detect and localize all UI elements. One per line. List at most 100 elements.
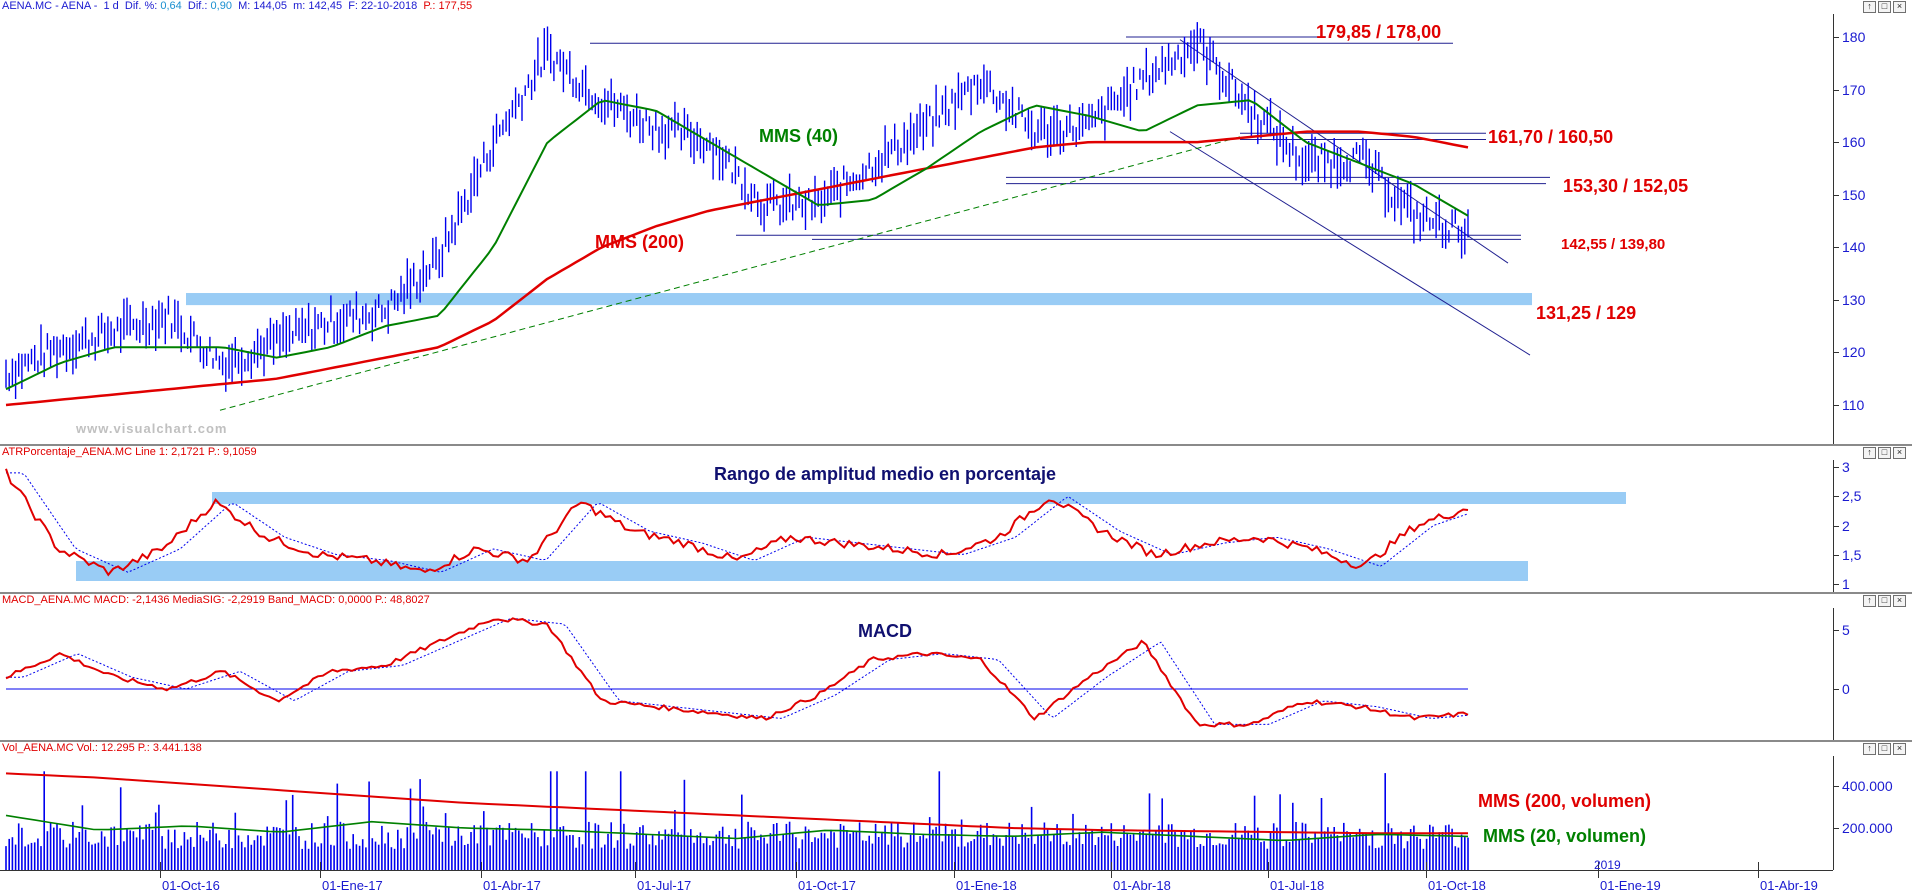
resistance-label-2: 161,70 / 160,50 [1488,127,1614,147]
tick-mark [1833,194,1839,196]
tick-mark [1833,828,1839,829]
atr-tick-label: 1,5 [1842,546,1862,563]
panel-separator[interactable] [0,444,1912,446]
tick-mark [1833,352,1839,354]
price-y-axis [1833,14,1834,444]
support-label-1: 142,55 / 139,80 [1561,236,1666,253]
x-tick-label: 01-Oct-17 [798,878,856,893]
volume-tick-label: 200.000 [1842,820,1893,836]
x-tick-label: 01-Abr-18 [1113,878,1171,893]
support-zone [186,293,1532,306]
tick-mark [1833,786,1839,787]
vol-ma200-line [5,772,1468,835]
atr-header: ATRPorcentaje_AENA.MC Line 1: 2,1721 P.:… [2,446,257,458]
close-icon[interactable]: × [1893,1,1906,13]
x-axis [0,870,1833,871]
x-tick-label: 01-Oct-16 [162,878,220,893]
price-tick-label: 180 [1842,29,1866,45]
x-tick-label: 01-Jul-18 [1270,878,1325,893]
atr-tick-label: 2 [1842,517,1850,534]
x-tick-label: 01-Jul-17 [637,878,692,893]
price-tick-label: 120 [1842,344,1866,361]
x-tick-label: 01-Ene-17 [322,878,383,893]
price-window-buttons: ↑ □ × [1863,1,1906,13]
maximize-icon[interactable]: □ [1878,1,1891,13]
x-tick-mark [1426,862,1427,878]
price-tick-label: 150 [1842,186,1866,203]
atr-zone-upper [212,492,1626,504]
tick-mark [1833,37,1839,38]
tick-mark [1833,630,1839,631]
x-tick-mark [320,862,321,878]
trend-line [219,136,1241,411]
macd-tick-label: 0 [1842,681,1850,697]
x-tick-mark [796,862,797,878]
close-icon[interactable]: × [1893,595,1906,607]
vol-ma20-line [5,814,1469,842]
macd-tick-label: 5 [1842,622,1850,638]
restore-icon[interactable]: ↑ [1863,1,1876,13]
tick-mark [1833,467,1839,468]
x-tick-mark [635,862,636,878]
macd-window-buttons: ↑ □ × [1863,595,1906,607]
tick-mark [1833,89,1839,91]
x-tick-mark [954,862,955,878]
close-icon[interactable]: × [1893,743,1906,755]
x-tick-label: 01-Ene-18 [956,878,1017,893]
panel-separator[interactable] [0,740,1912,742]
restore-icon[interactable]: ↑ [1863,743,1876,755]
x-tick-label: 01-Abr-19 [1760,878,1818,893]
resistance-label-1: 179,85 / 178,00 [1316,22,1442,42]
tick-mark [1833,689,1839,690]
support-label-2: 131,25 / 129 [1536,303,1637,323]
atr-title: Rango de amplitud medio en porcentaje [714,464,1057,484]
x-tick-mark [481,862,482,878]
macd-title: MACD [858,621,912,641]
tick-mark [1833,405,1839,406]
atr-tick-label: 2,5 [1842,488,1862,505]
tick-mark [1833,554,1839,556]
x-tick-label: 01-Ene-19 [1600,878,1661,893]
maximize-icon[interactable]: □ [1878,447,1891,459]
x-tick-mark [1268,862,1269,878]
close-icon[interactable]: × [1893,447,1906,459]
ma40-line [5,99,1469,391]
x-tick-mark [160,862,161,878]
vol200-label: MMS (200, volumen) [1478,791,1652,811]
atr-signal-line [6,472,1469,573]
macd-panel: MACD_AENA.MC MACD: -2,1436 MediaSIG: -2,… [0,594,1912,740]
tick-mark [1833,525,1839,527]
restore-icon[interactable]: ↑ [1863,447,1876,459]
resistance-label-3: 153,30 / 152,05 [1563,176,1689,196]
atr-zone-lower [76,561,1528,581]
volume-header: Vol_AENA.MC Vol.: 12.295 P.: 3.441.138 [2,742,202,754]
tick-mark [1833,496,1839,498]
tick-mark [1833,299,1839,301]
maximize-icon[interactable]: □ [1878,743,1891,755]
price-tick-label: 160 [1842,134,1866,151]
channel-lower [1169,131,1531,356]
tick-mark [1833,142,1839,144]
x-tick-mark [1111,862,1112,878]
x-tick-mark [1758,862,1759,878]
maximize-icon[interactable]: □ [1878,595,1891,607]
macd-line [5,617,1469,728]
volume-tick-label: 400.000 [1842,778,1893,794]
price-tick-label: 130 [1842,291,1866,308]
macd-header: MACD_AENA.MC MACD: -2,1436 MediaSIG: -2,… [2,594,430,606]
atr-tick-label: 1 [1842,576,1850,592]
tick-mark [1833,584,1839,585]
vol20-label: MMS (20, volumen) [1483,826,1647,846]
panel-separator[interactable] [0,592,1912,594]
volume-y-axis [1833,756,1834,870]
price-tick-label: 110 [1842,397,1865,413]
restore-icon[interactable]: ↑ [1863,595,1876,607]
price-tick-label: 170 [1842,81,1866,98]
year-marker: 2019 [1594,858,1621,872]
atr-line [5,468,1469,577]
x-tick-label: 01-Oct-18 [1428,878,1486,893]
macd-y-axis [1833,608,1834,740]
watermark: www.visualchart.com [76,421,228,436]
price-header: AENA.MC - AENA - 1 d Dif. %: 0,64 Dif.: … [2,0,473,12]
